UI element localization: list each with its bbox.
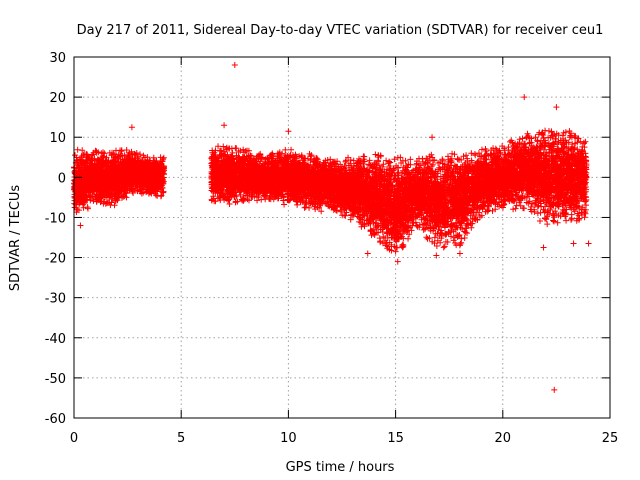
data-point [78,169,85,176]
data-point [82,160,89,167]
data-point [93,193,100,200]
data-point [109,195,116,202]
data-points [71,62,592,393]
data-point [118,148,125,155]
data-point [82,181,89,188]
data-point [72,184,79,191]
data-point [282,146,289,153]
data-point [77,159,84,166]
data-point [94,162,101,169]
data-point [93,176,100,183]
data-point [106,172,113,179]
data-point [72,152,79,159]
data-point [82,169,89,176]
data-point [103,200,110,207]
data-point [95,168,102,175]
data-point [94,174,101,181]
data-point [92,177,99,184]
data-point [86,183,93,190]
data-point [82,194,89,201]
data-point [98,188,105,195]
data-point [306,204,313,211]
data-point [93,148,100,155]
data-point [98,150,105,157]
data-point [103,154,110,161]
data-point [302,204,309,211]
data-point [86,168,93,175]
data-point [87,189,94,196]
data-point [96,158,103,165]
data-point [84,205,91,212]
data-point [84,187,91,194]
grid-layer [74,57,610,418]
data-point [104,165,111,172]
data-point [95,197,102,204]
data-point [106,182,113,189]
data-point [106,189,113,196]
data-point [84,157,91,164]
data-point [79,147,86,154]
data-point [103,190,110,197]
data-point [107,186,114,193]
data-point [84,151,91,158]
data-point [104,199,111,206]
chart-title: Day 217 of 2011, Sidereal Day-to-day VTE… [77,23,604,38]
data-point [104,177,111,184]
data-point [74,146,81,153]
data-point [232,145,239,152]
data-point [87,197,94,204]
data-point [288,146,295,153]
data-point [71,177,78,184]
data-point [77,156,84,163]
data-point [75,178,82,185]
data-point [103,171,110,178]
data-point [92,194,99,201]
data-point [71,168,78,175]
data-point [106,149,113,156]
data-point [77,190,84,197]
data-point [89,188,96,195]
data-point [108,178,115,185]
data-point [84,175,91,182]
data-point [73,157,80,164]
data-point [107,160,114,167]
data-point [100,200,107,207]
data-point [73,190,80,197]
data-point [96,192,103,199]
data-point [111,202,118,209]
data-point [226,200,233,207]
data-point [73,196,80,203]
data-point [281,201,288,208]
